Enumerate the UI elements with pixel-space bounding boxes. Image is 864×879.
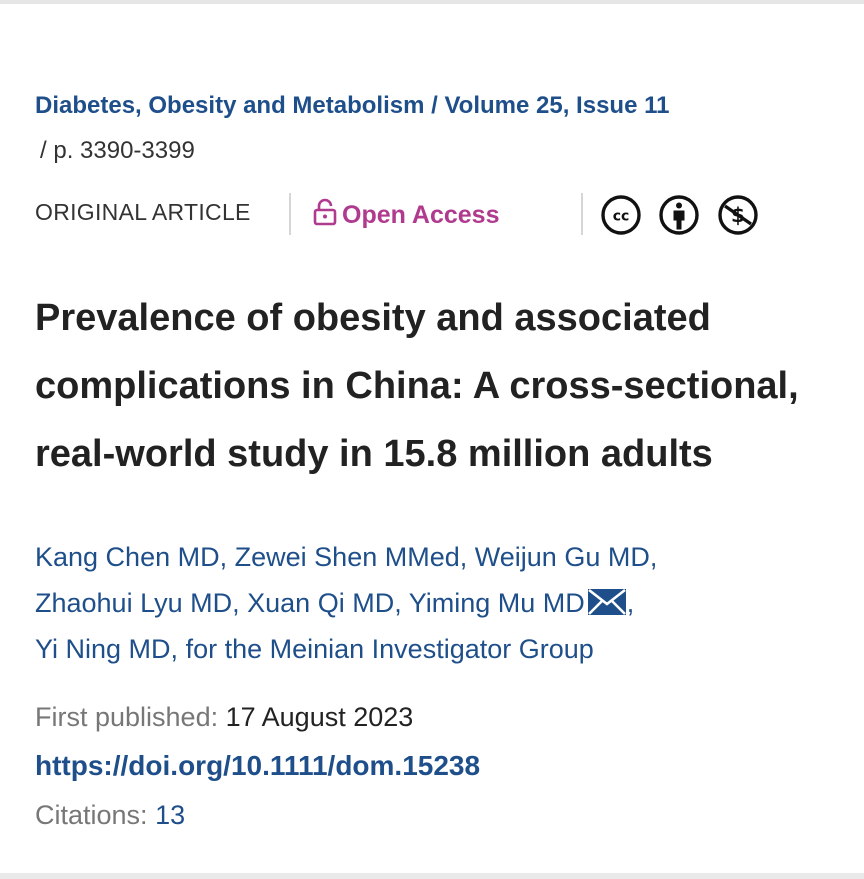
author-link[interactable]: Zhaohui Lyu MD (35, 588, 233, 618)
author-line: Yi Ning MD, for the Meinian Investigator… (35, 626, 855, 672)
bottom-divider (0, 873, 864, 879)
first-published: First published: 17 August 2023 (35, 702, 413, 733)
title-line: complications in China: A cross-sectiona… (35, 365, 799, 407)
top-divider (0, 0, 864, 4)
journal-link[interactable]: Diabetes, Obesity and Metabolism (35, 92, 425, 119)
meta-divider (581, 193, 583, 235)
author-link[interactable]: Weijun Gu MD (474, 542, 650, 572)
author-separator: , (459, 542, 468, 572)
article-type: ORIGINAL ARTICLE (35, 199, 251, 225)
page-range: / p. 3390-3399 (40, 137, 195, 165)
author-link[interactable]: Xuan Qi MD (247, 588, 395, 618)
open-access-label: Open Access (342, 201, 500, 229)
non-commercial-icon[interactable]: $ (717, 194, 759, 236)
open-access-badge[interactable]: Open Access (312, 198, 499, 233)
author-group-link[interactable]: for the Meinian Investigator Group (185, 634, 594, 664)
breadcrumb: Diabetes, Obesity and Metabolism / Volum… (35, 92, 669, 120)
pages-separator: / (40, 137, 47, 164)
author-separator: , (394, 588, 402, 618)
author-line: Zhaohui Lyu MD, Xuan Qi MD, Yiming Mu MD… (35, 580, 855, 626)
meta-divider (289, 193, 291, 235)
citations: Citations: 13 (35, 800, 185, 831)
breadcrumb-separator: / (431, 92, 438, 119)
published-label: First published: (35, 702, 219, 732)
lock-open-icon (312, 198, 338, 233)
page-numbers: p. 3390-3399 (53, 137, 195, 164)
author-link[interactable]: Zewei Shen MMed (234, 542, 460, 572)
published-date: 17 August 2023 (225, 702, 414, 732)
author-line: Kang Chen MD, Zewei Shen MMed, Weijun Gu… (35, 534, 855, 580)
author-separator: , (626, 588, 635, 618)
attribution-icon[interactable] (658, 194, 700, 236)
author-link[interactable]: Yiming Mu MD (408, 588, 585, 618)
citations-count-link[interactable]: 13 (155, 800, 186, 830)
article-title: Prevalence of obesity and associated com… (35, 284, 855, 488)
author-separator: , (649, 542, 658, 572)
svg-text:cc: cc (613, 209, 630, 225)
citations-label: Citations: (35, 800, 148, 830)
author-separator: , (232, 588, 240, 618)
title-line: Prevalence of obesity and associated (35, 297, 711, 339)
author-separator: , (170, 634, 179, 664)
author-list: Kang Chen MD, Zewei Shen MMed, Weijun Gu… (35, 534, 855, 672)
author-link[interactable]: Kang Chen MD (35, 542, 220, 572)
creative-commons-icon[interactable]: cc (600, 194, 642, 236)
doi-link[interactable]: https://doi.org/10.1111/dom.15238 (35, 750, 481, 781)
title-line: real-world study in 15.8 million adults (35, 433, 713, 475)
volume-issue-link[interactable]: Volume 25, Issue 11 (444, 92, 670, 119)
author-link[interactable]: Yi Ning MD (35, 634, 171, 664)
envelope-icon[interactable] (587, 584, 627, 615)
article-meta-row: ORIGINAL ARTICLE Open Access cc $ (35, 193, 795, 237)
author-separator: , (219, 542, 228, 572)
